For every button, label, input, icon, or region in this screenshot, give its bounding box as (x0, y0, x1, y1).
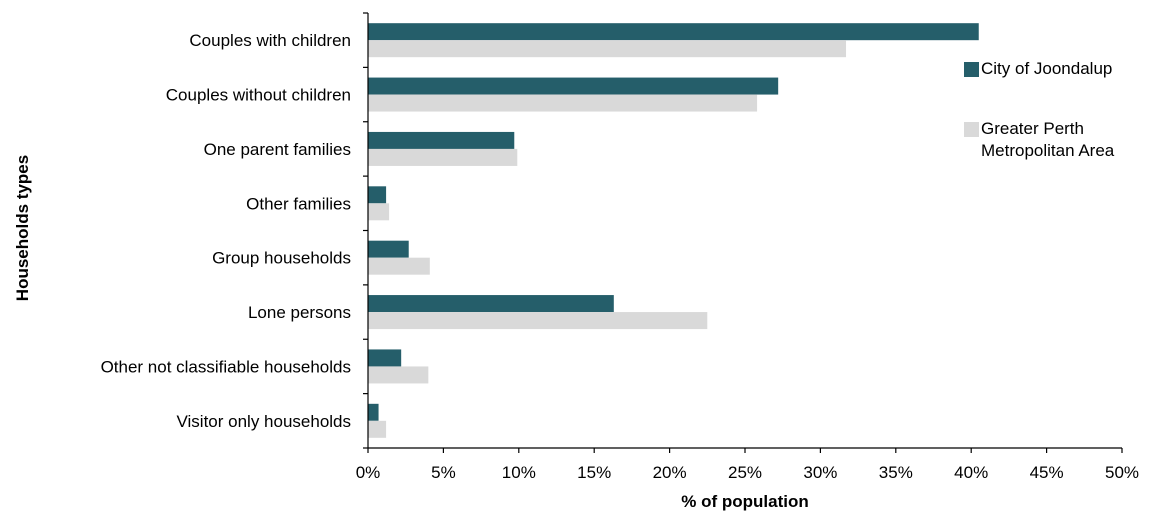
legend: City of Joondalup Greater Perth Metropol… (964, 58, 1154, 162)
legend-label-perth-line2: Metropolitan Area (981, 141, 1115, 160)
x-tick-label: 30% (803, 463, 837, 482)
legend-label-perth-line1: Greater Perth (981, 119, 1084, 138)
x-tick-label: 40% (954, 463, 988, 482)
bar-city-of-joondalup-lone-persons (368, 295, 614, 313)
x-tick-label: 5% (431, 463, 456, 482)
bar-city-of-joondalup-other-families (368, 186, 387, 204)
bar-city-of-joondalup-one-parent-families (368, 131, 515, 149)
x-tick-label: 35% (879, 463, 913, 482)
x-axis-label: % of population (681, 492, 808, 511)
y-tick-label-couples-without-children: Couples without children (166, 86, 351, 105)
bar-city-of-joondalup-group-households (368, 240, 409, 258)
bar-greater-perth-metropolitan-area-couples-with-children (368, 40, 847, 58)
bar-city-of-joondalup-couples-with-children (368, 23, 979, 41)
x-tick-label: 45% (1030, 463, 1064, 482)
bar-greater-perth-metropolitan-area-couples-without-children (368, 94, 758, 112)
y-tick-label-lone-persons: Lone persons (248, 303, 351, 322)
y-tick-label-one-parent-families: One parent families (204, 140, 351, 159)
x-tick-label: 0% (356, 463, 381, 482)
bar-greater-perth-metropolitan-area-group-households (368, 257, 430, 275)
x-tick-label: 20% (653, 463, 687, 482)
bar-greater-perth-metropolitan-area-other-families (368, 203, 390, 221)
bar-greater-perth-metropolitan-area-lone-persons (368, 312, 708, 330)
legend-swatch-joondalup (964, 62, 979, 77)
axes-group (363, 12, 1123, 453)
bar-greater-perth-metropolitan-area-other-not-classifiable-households (368, 366, 429, 384)
legend-item-perth: Greater Perth Metropolitan Area (964, 118, 1154, 162)
x-tick-label: 50% (1105, 463, 1139, 482)
legend-label-joondalup: City of Joondalup (981, 59, 1113, 78)
x-tick-label: 25% (728, 463, 762, 482)
bar-city-of-joondalup-couples-without-children (368, 77, 779, 95)
x-tick-label: 15% (577, 463, 611, 482)
bars-group (368, 23, 979, 438)
bar-greater-perth-metropolitan-area-one-parent-families (368, 148, 518, 166)
legend-swatch-perth (964, 122, 979, 137)
y-axis-label: Households types (13, 155, 32, 301)
y-tick-label-other-families: Other families (246, 194, 351, 213)
y-tick-label-visitor-only-households: Visitor only households (176, 412, 351, 431)
y-tick-label-group-households: Group households (212, 249, 351, 268)
y-tick-label-other-not-classifiable-households: Other not classifiable households (101, 357, 351, 376)
bar-city-of-joondalup-visitor-only-households (368, 403, 379, 421)
legend-item-joondalup: City of Joondalup (964, 58, 1154, 80)
x-tick-label: 10% (502, 463, 536, 482)
bar-greater-perth-metropolitan-area-visitor-only-households (368, 420, 387, 438)
y-tick-label-couples-with-children: Couples with children (189, 31, 351, 50)
y-category-labels: Couples with children Couples without chi… (101, 31, 351, 431)
x-tick-labels: 0% 5% 10% 15% 20% 25% 30% 35% 40% 45% 50% (356, 463, 1139, 482)
bar-city-of-joondalup-other-not-classifiable-households (368, 349, 402, 367)
